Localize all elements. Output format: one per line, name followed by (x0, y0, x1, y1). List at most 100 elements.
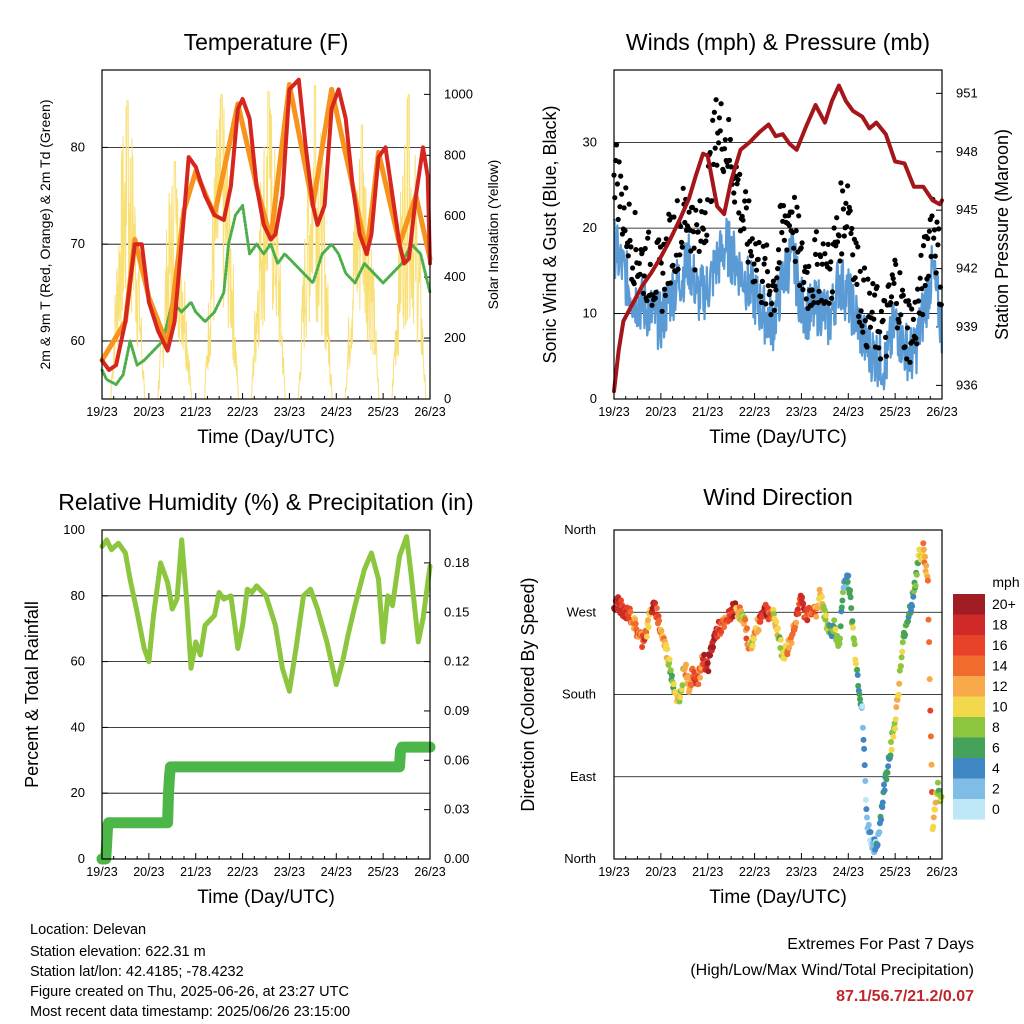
gust-point (749, 236, 755, 242)
gust-point (876, 345, 882, 351)
direction-point (788, 640, 795, 647)
gust-point (825, 241, 831, 247)
direction-point (909, 603, 916, 610)
gust-point (818, 253, 824, 260)
gust-point (869, 309, 875, 315)
gust-point (713, 97, 719, 103)
legend-swatch (953, 737, 985, 758)
gust-point (900, 292, 906, 298)
direction-point (854, 672, 861, 678)
gust-point (714, 162, 720, 168)
direction-point (876, 829, 883, 836)
direction-point (856, 691, 863, 698)
solar-insolation-line (391, 93, 427, 400)
gust-point (909, 306, 915, 312)
chart-title-2: Relative Humidity (%) & Precipitation (i… (58, 489, 473, 515)
direction-point (831, 617, 838, 624)
gust-point (769, 301, 775, 307)
gust-point (893, 261, 899, 267)
gust-point (878, 308, 885, 314)
gust-point (936, 226, 942, 232)
gust-point (662, 292, 669, 298)
gust-point (839, 251, 845, 257)
y-tick-label: 100 (63, 522, 85, 537)
gust-point (732, 199, 738, 205)
direction-point (645, 617, 651, 624)
gust-point (877, 356, 884, 362)
gust-point (834, 239, 841, 245)
x-tick-label: 26/23 (926, 865, 957, 879)
gust-point (915, 298, 922, 304)
gust-point (897, 270, 903, 276)
direction-point (732, 600, 739, 607)
direction-point (879, 799, 886, 806)
gust-point (918, 252, 924, 258)
gust-point (834, 215, 840, 221)
direction-point (844, 579, 851, 585)
gust-point (847, 208, 853, 214)
y2-tick-label: 0 (444, 391, 451, 406)
direction-point (676, 698, 683, 705)
direction-point (656, 617, 663, 624)
y2-tick-label: 0.03 (444, 802, 469, 817)
gust-point (855, 244, 861, 250)
temp-2m-line (100, 77, 432, 372)
direction-point (861, 745, 868, 752)
gust-point (813, 251, 819, 257)
solar-insolation-line (251, 90, 286, 400)
gust-point (844, 224, 850, 230)
gust-point (776, 260, 782, 266)
legend-label: 8 (992, 719, 1000, 735)
gust-point (803, 296, 809, 302)
y2-tick-label: 0.12 (444, 654, 469, 669)
gust-point (840, 206, 847, 212)
direction-point (757, 618, 764, 625)
direction-point (639, 644, 646, 650)
legend-label: 6 (992, 740, 1000, 756)
direction-point (838, 604, 845, 611)
gust-point (735, 177, 741, 183)
gust-point (764, 269, 771, 275)
gust-point (896, 319, 902, 325)
direction-point (865, 821, 872, 828)
gust-point (743, 205, 750, 211)
gust-point (822, 251, 828, 257)
gust-point (627, 237, 633, 244)
gust-point (938, 302, 944, 308)
gust-point (922, 282, 928, 289)
gust-point (678, 239, 685, 245)
legend-swatch (953, 778, 985, 799)
location-text: Location: Delevan (30, 922, 147, 938)
extremes-subtitle: (High/Low/Max Wind/Total Precipitation) (690, 962, 974, 979)
gust-point (632, 209, 638, 216)
gust-point (926, 273, 932, 279)
gust-point (819, 261, 825, 267)
y-tick-label: 40 (71, 719, 85, 734)
gust-point (647, 261, 653, 267)
y2-tick-label: 0.06 (444, 752, 469, 767)
gust-point (644, 298, 650, 304)
direction-point (770, 606, 777, 613)
gust-point (874, 284, 880, 290)
recent-text: Most recent data timestamp: 2025/06/26 2… (30, 1004, 351, 1020)
gust-point (759, 299, 765, 306)
gust-point (931, 235, 937, 241)
y-tick-label: 70 (71, 236, 85, 251)
gust-point (763, 301, 769, 307)
gust-point (883, 334, 889, 340)
direction-point (618, 597, 624, 604)
legend-title: mph (992, 574, 1019, 590)
gust-point (907, 359, 913, 365)
gust-point (660, 270, 666, 276)
direction-point (883, 776, 890, 783)
gust-point (686, 209, 692, 215)
direction-point (851, 636, 858, 643)
direction-point (927, 707, 934, 714)
direction-point (627, 608, 634, 615)
x-tick-label: 20/23 (645, 865, 676, 879)
y-axis-label-0: 2m & 9m T (Red, Orange) & 2m Td (Green) (37, 100, 53, 370)
y-axis-label-1: Sonic Wind & Gust (Blue, Black) (540, 105, 560, 363)
legend-label: 14 (992, 658, 1008, 674)
gust-point (689, 204, 696, 210)
gust-point (813, 229, 820, 235)
